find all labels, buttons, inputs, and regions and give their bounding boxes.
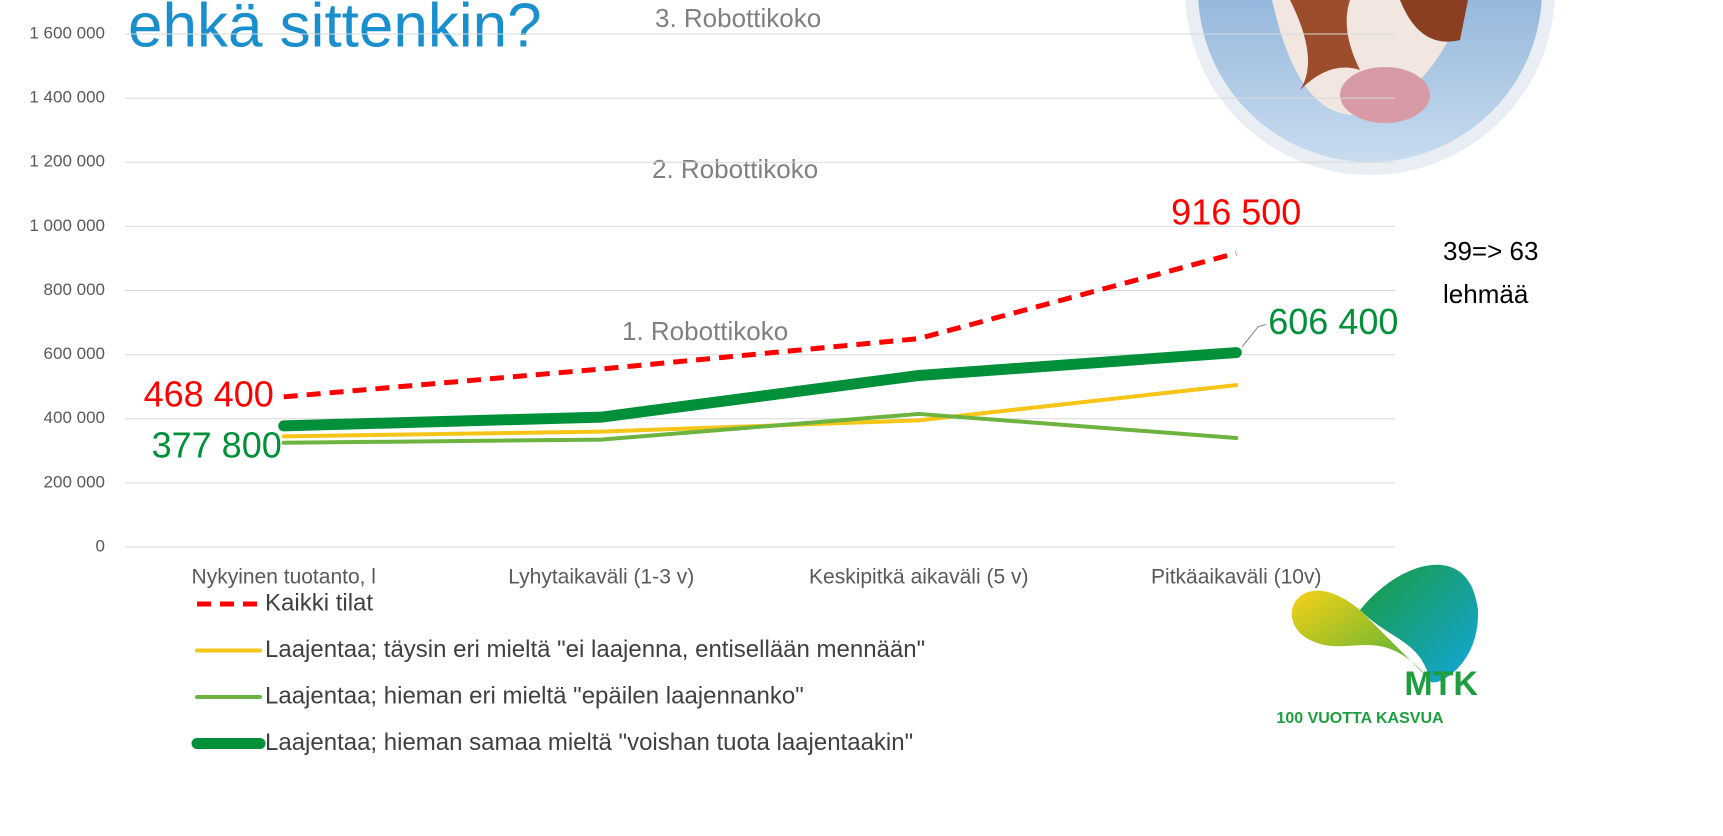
annotation: 1. Robottikoko [622, 316, 788, 346]
annotation: lehmää [1443, 279, 1529, 309]
slide-title: ehkä sittenkin? [128, 0, 542, 60]
leader-line [1242, 325, 1266, 347]
logo-name: MTK [1404, 665, 1478, 703]
value-label: 468 400 [144, 373, 274, 414]
x-tick-label: Lyhytaikaväli (1-3 v) [508, 566, 694, 589]
legend-label: Laajentaa; hieman eri mieltä "epäilen la… [265, 682, 804, 709]
y-tick-label: 800 000 [44, 280, 105, 299]
logo-tagline: 100 VUOTTA KASVUA [1276, 710, 1444, 727]
series-line [284, 353, 1237, 426]
x-tick-label: Keskipitkä aikaväli (5 v) [809, 566, 1028, 589]
y-tick-label: 600 000 [44, 344, 105, 363]
annotation: 3. Robottikoko [655, 3, 821, 33]
value-label: 606 400 [1268, 301, 1398, 342]
y-tick-label: 1 600 000 [29, 23, 105, 42]
plot: 0 200 000 400 000 600 000 800 000 1 000 000 1 … [29, 23, 1398, 755]
y-tick-label: 1 000 000 [29, 216, 105, 235]
annotation: 39=> 63 [1443, 236, 1538, 266]
y-tick-label: 0 [96, 536, 105, 555]
value-label: 916 500 [1171, 192, 1301, 233]
annotation: 2. Robottikoko [652, 154, 818, 184]
y-tick-label: 1 200 000 [29, 152, 105, 171]
legend-label: Laajentaa; hieman samaa mieltä "voishan … [265, 729, 913, 756]
x-tick-label: Pitkäaikaväli (10v) [1151, 566, 1321, 589]
value-label: 377 800 [152, 424, 282, 465]
logo: MTK 100 VUOTTA KASVUA [1276, 565, 1478, 728]
y-tick-label: 400 000 [44, 408, 105, 427]
cow-photo [1185, 0, 1555, 175]
y-tick-label: 1 400 000 [29, 88, 105, 107]
legend-label: Kaikki tilat [265, 589, 373, 616]
x-tick-label: Nykyinen tuotanto, l [192, 566, 376, 589]
slide: ehkä sittenkin? 3. Robottikoko 2. Robott… [0, 0, 1723, 836]
y-tick-label: 200 000 [44, 472, 105, 491]
legend-label: Laajentaa; täysin eri mieltä "ei laajenn… [265, 636, 925, 663]
